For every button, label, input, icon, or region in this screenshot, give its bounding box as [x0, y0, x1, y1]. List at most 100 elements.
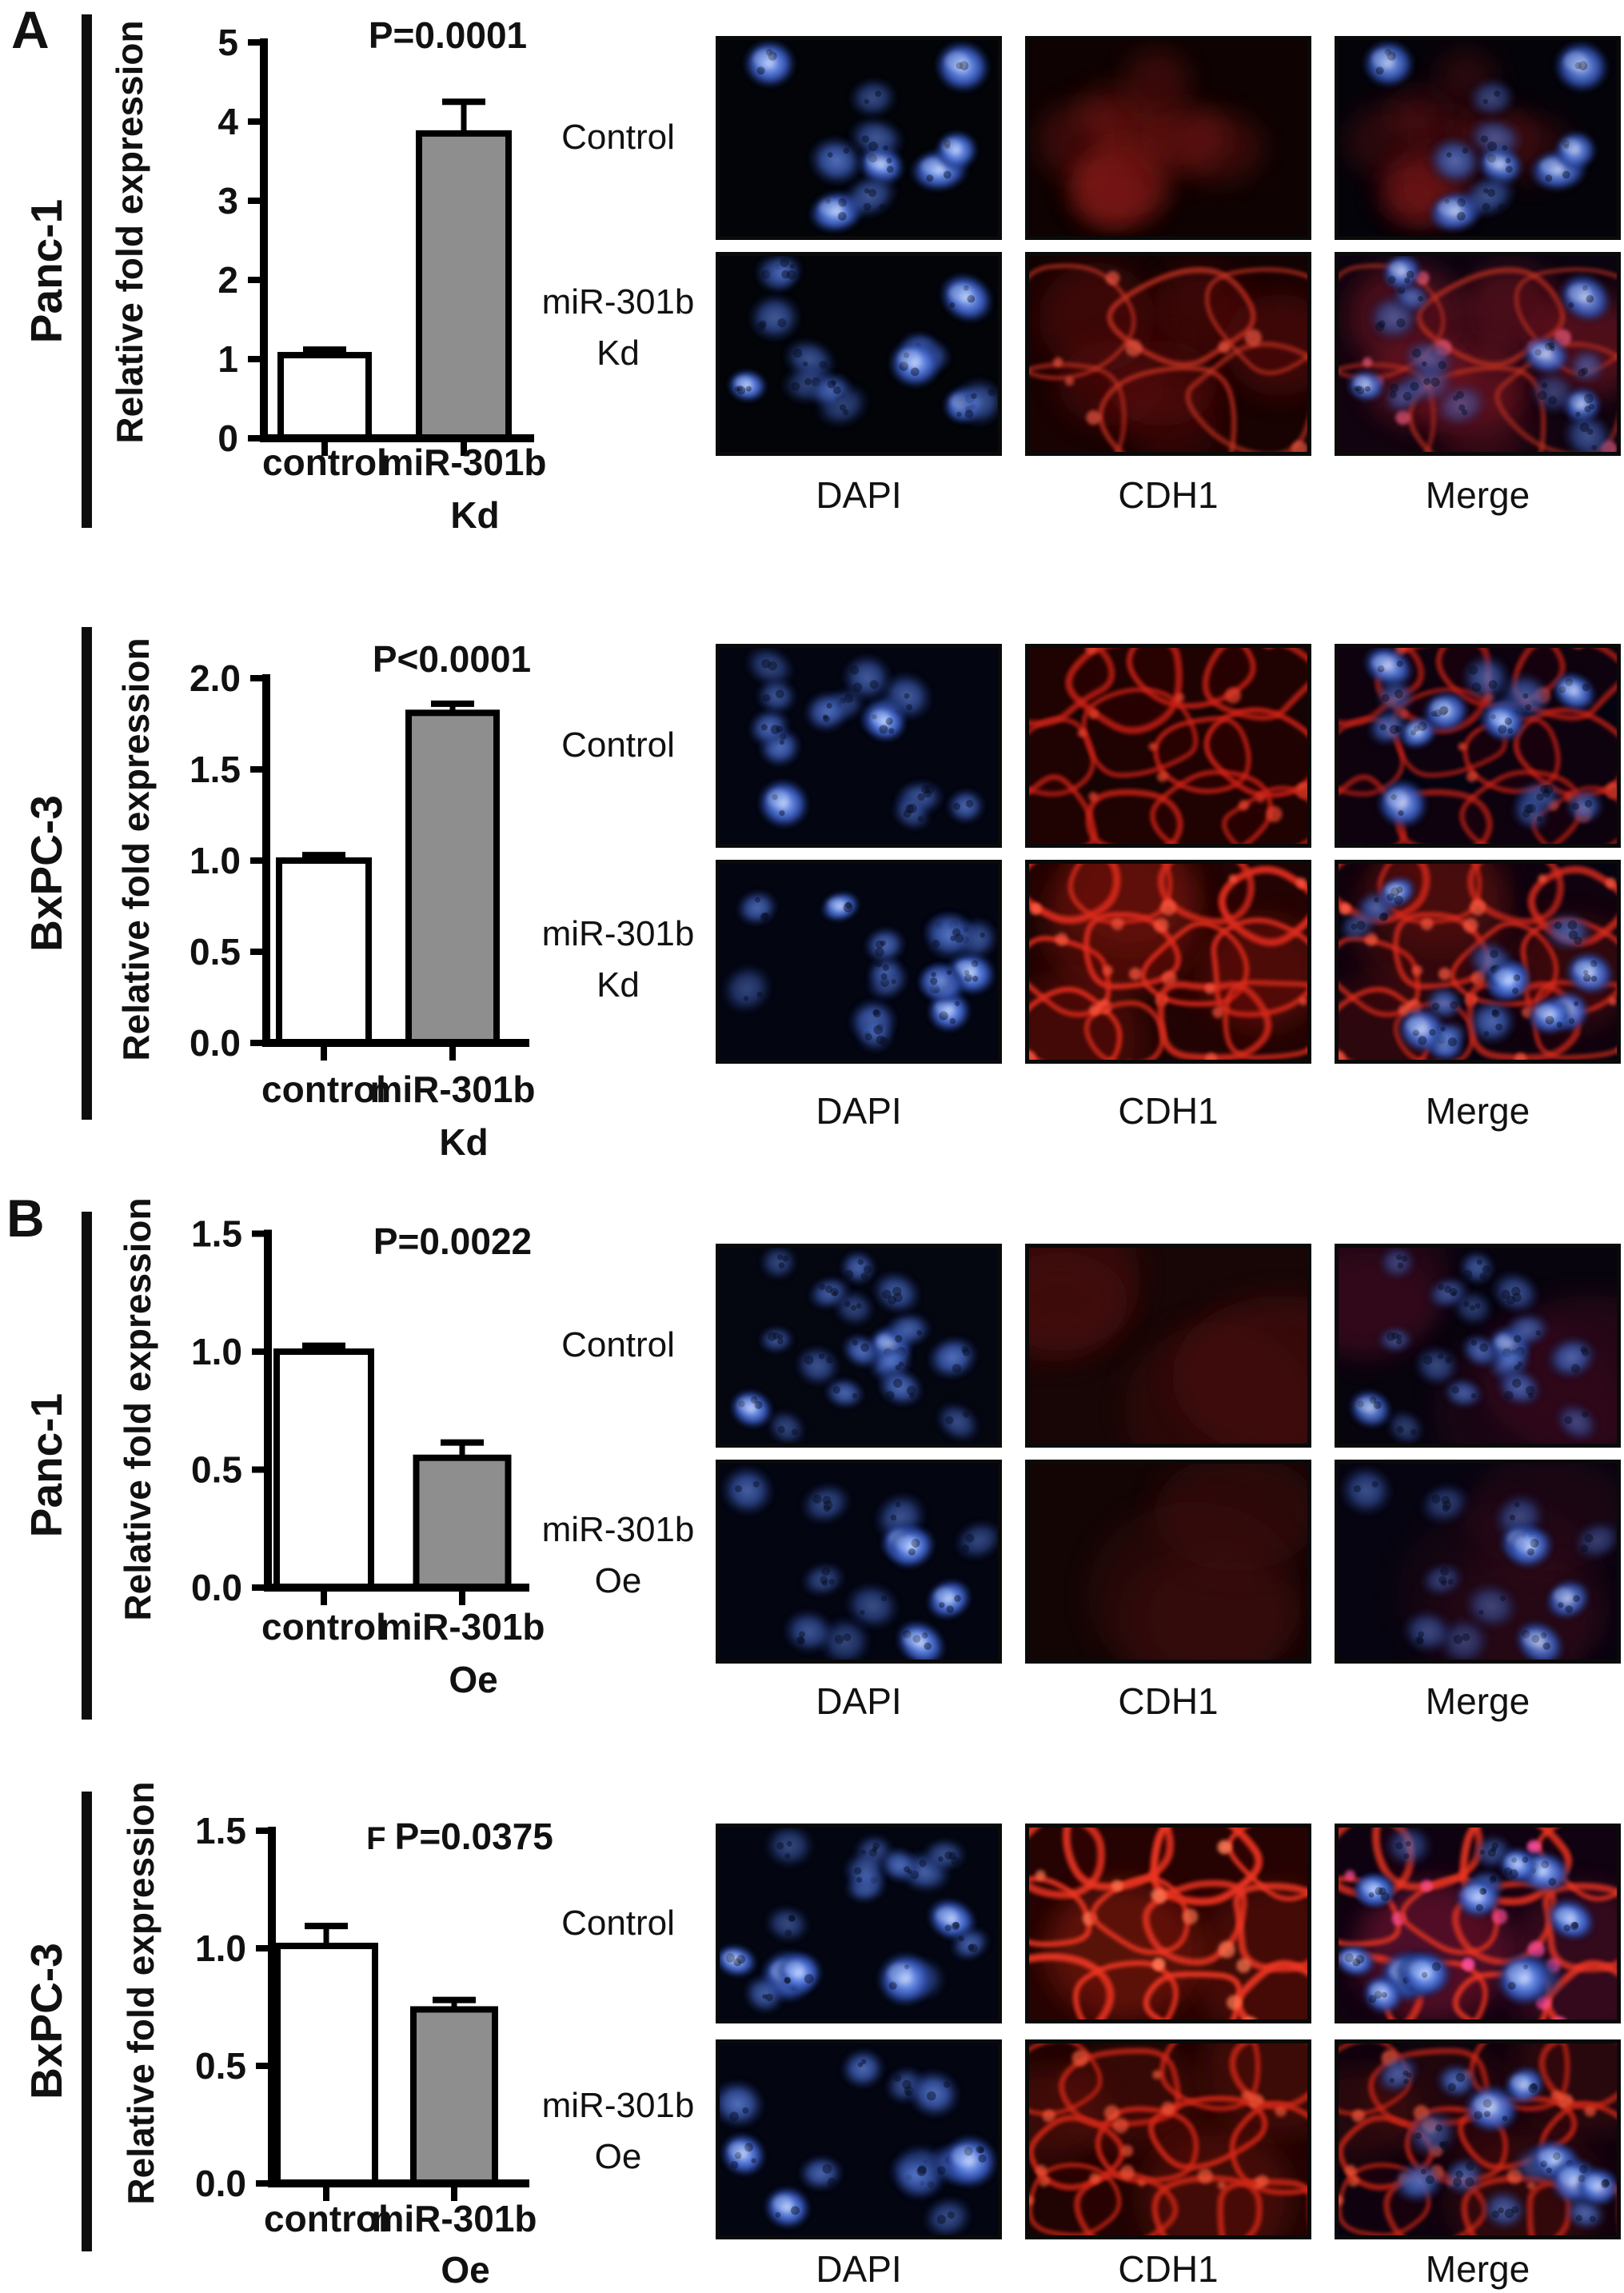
svg-text:0.5: 0.5 [195, 2045, 246, 2087]
micro-col-label: Merge [1425, 1680, 1530, 1722]
micro-image-dapi [716, 644, 1002, 848]
micro-col-label: Merge [1425, 474, 1530, 516]
micro-row-label-line: Oe [594, 1561, 642, 1600]
svg-text:0.0: 0.0 [195, 2163, 246, 2204]
micro-image-cdh1 [1025, 1244, 1311, 1448]
svg-text:control: control [264, 2198, 389, 2239]
micro-row-label-line: miR-301b [541, 914, 695, 953]
svg-text:4: 4 [217, 101, 238, 142]
svg-text:P=0.0022: P=0.0022 [373, 1220, 532, 1262]
figure-section-b-bxpc3: BxPC-3 1.5 1.0 0.5 0.0 F P=0.0375 control miR-… [0, 1760, 1624, 2293]
bar-chart: 1.5 1.0 0.5 0.0 P=0.0022 control miR-301b Oe Rel… [0, 1192, 1624, 1760]
svg-text:miR-301b: miR-301b [369, 1069, 535, 1110]
micro-row-label: Control [518, 1898, 718, 1949]
svg-text:2.0: 2.0 [190, 657, 241, 699]
micro-col-label: DAPI [816, 474, 902, 516]
panel-label-b: B [6, 1188, 45, 1248]
svg-text:Kd: Kd [450, 494, 499, 536]
micro-image-merge [1335, 860, 1621, 1064]
micro-image-dapi [716, 1460, 1002, 1664]
micro-row-label: miR-301b Kd [518, 277, 718, 379]
svg-text:2: 2 [217, 259, 238, 301]
micro-row-label-line: miR-301b [541, 1510, 695, 1549]
micro-image-cdh1 [1025, 36, 1311, 240]
micro-image-merge [1335, 1460, 1621, 1664]
svg-text:P=0.0001: P=0.0001 [369, 14, 527, 56]
bar-chart: 2.0 1.5 1.0 0.5 0.0 P<0.0001 control miR-301b Kd… [0, 608, 1624, 1192]
micro-row-label: Control [518, 112, 718, 163]
micro-row-label-line: miR-301b [541, 282, 695, 322]
micro-row-label: miR-301b Oe [518, 1504, 718, 1607]
svg-text:miR-301b: miR-301b [381, 441, 546, 483]
cell-line-bar [82, 1792, 92, 2251]
microscopy-grid [0, 608, 1624, 1192]
svg-text:control: control [261, 1069, 386, 1110]
svg-text:Relative fold expression: Relative fold expression [117, 1197, 158, 1620]
svg-text:1.5: 1.5 [190, 749, 241, 790]
svg-text:Oe: Oe [449, 1659, 497, 1700]
svg-text:Relative fold expression: Relative fold expression [109, 20, 150, 443]
micro-image-cdh1 [1025, 252, 1311, 456]
micro-col-label: CDH1 [1118, 2248, 1219, 2290]
svg-text:Kd: Kd [439, 1121, 488, 1163]
svg-text:1.5: 1.5 [191, 1213, 242, 1255]
svg-text:control: control [262, 441, 387, 483]
micro-row-label-line: Oe [594, 2137, 642, 2176]
svg-text:1: 1 [217, 338, 238, 380]
bar-chart: 5 4 3 2 1 0 P=0.0001 control miR-301b Kd Relative … [0, 0, 1624, 608]
micro-image-dapi [716, 2039, 1002, 2239]
micro-row-label-line: miR-301b [541, 2086, 695, 2125]
micro-row-label: Control [518, 1320, 718, 1371]
svg-text:0.5: 0.5 [191, 1449, 242, 1491]
figure-section-b-panc1: B Panc-1 1.5 1.0 0.5 0.0 P=0.0022 control miR-… [0, 1192, 1624, 1760]
cell-line-bar [82, 627, 92, 1120]
micro-image-merge [1335, 36, 1621, 240]
cell-line-bar [82, 1212, 92, 1720]
micro-row-label-line: Control [561, 118, 675, 157]
micro-image-cdh1 [1025, 2039, 1311, 2239]
svg-text:0.0: 0.0 [190, 1022, 241, 1064]
svg-text:1.0: 1.0 [191, 1331, 242, 1372]
micro-image-merge [1335, 644, 1621, 848]
microscopy-grid [0, 1760, 1624, 2293]
micro-image-merge [1335, 2039, 1621, 2239]
micro-row-label-line: Kd [597, 965, 640, 1005]
panel-label-a: A [11, 0, 50, 59]
micro-image-merge [1335, 1824, 1621, 2023]
micro-image-dapi [716, 252, 1002, 456]
micro-image-dapi [716, 860, 1002, 1064]
micro-image-dapi [716, 1244, 1002, 1448]
micro-image-dapi [716, 1824, 1002, 2023]
svg-text:miR-301b: miR-301b [379, 1606, 545, 1648]
figure-section-a-bxpc3: BxPC-3 2.0 1.5 1.0 0.5 0.0 P<0.0001 control miR… [0, 608, 1624, 1192]
svg-text:1.0: 1.0 [190, 840, 241, 881]
micro-row-label-line: Control [561, 725, 675, 765]
micro-row-label: miR-301b Oe [518, 2080, 718, 2183]
micro-col-label: DAPI [816, 2248, 902, 2290]
micro-col-label: Merge [1425, 2248, 1530, 2290]
micro-col-label: CDH1 [1118, 1090, 1219, 1132]
figure-section-a-panc1: A Panc-1 5 4 3 2 1 0 P=0.0001 control miR-301b Kd… [0, 0, 1624, 608]
micro-col-label: DAPI [816, 1680, 902, 1722]
svg-text:5: 5 [217, 22, 238, 63]
micro-row-label-line: Control [561, 1325, 675, 1364]
micro-image-cdh1 [1025, 1824, 1311, 2023]
svg-text:P<0.0001: P<0.0001 [373, 638, 531, 680]
svg-text:control: control [261, 1606, 386, 1648]
micro-col-label: Merge [1425, 1090, 1530, 1132]
cell-line-bar [82, 14, 92, 528]
svg-text:0.5: 0.5 [190, 931, 241, 973]
micro-image-cdh1 [1025, 1460, 1311, 1664]
microscopy-grid [0, 0, 1624, 608]
micro-image-merge [1335, 252, 1621, 456]
micro-col-label: CDH1 [1118, 474, 1219, 516]
svg-text:0.0: 0.0 [191, 1567, 242, 1608]
svg-text:1.0: 1.0 [195, 1927, 246, 1969]
svg-text:Relative fold expression: Relative fold expression [120, 1781, 162, 2204]
microscopy-grid [0, 1192, 1624, 1760]
